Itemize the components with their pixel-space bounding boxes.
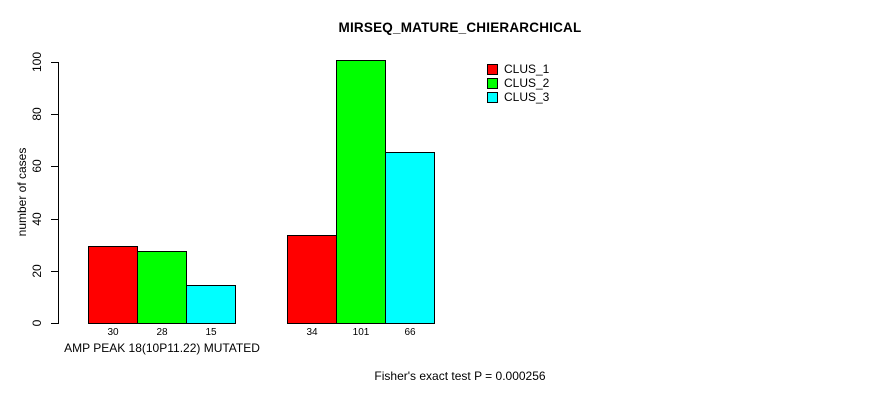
y-tick-80 (51, 114, 58, 116)
fisher-test-note: Fisher's exact test P = 0.000256 (374, 369, 546, 383)
y-tick-label-0: 0 (30, 319, 44, 327)
bar-value-label-clus_2-group1: 28 (156, 327, 168, 338)
y-tick-label-20: 20 (30, 264, 44, 278)
y-tick-100 (51, 62, 58, 63)
bar-value-label-clus_3-group2: 66 (404, 327, 416, 338)
bar-clus_2-group2 (336, 60, 386, 324)
bar-clus_3-group1 (186, 285, 236, 324)
legend-label: CLUS_3 (504, 90, 550, 104)
bar-value-label-clus_2-group2: 101 (352, 327, 370, 338)
y-axis-line (58, 62, 59, 324)
bar-clus_1-group2 (287, 235, 337, 324)
y-tick-label-100: 100 (30, 51, 44, 73)
legend-label: CLUS_2 (504, 76, 550, 90)
y-tick-0 (51, 323, 58, 324)
bar-value-label-clus_1-group1: 30 (107, 327, 119, 338)
legend-row-clus_2: CLUS_2 (487, 76, 549, 90)
legend-swatch-icon (487, 77, 498, 89)
y-tick-60 (51, 166, 58, 168)
bar-clus_2-group1 (137, 251, 187, 324)
legend-swatch-icon (487, 91, 498, 103)
bar-clus_3-group2 (385, 152, 435, 324)
legend-swatch-icon (487, 63, 498, 75)
y-axis-label: number of cases (15, 147, 29, 237)
y-tick-20 (51, 270, 58, 272)
legend-row-clus_3: CLUS_3 (487, 90, 549, 104)
y-tick-label-80: 80 (30, 107, 44, 121)
bar-value-label-clus_3-group1: 15 (205, 327, 217, 338)
x-category-label-group1: AMP PEAK 18(10P11.22) MUTATED (64, 341, 260, 355)
bar-value-label-clus_1-group2: 34 (306, 327, 318, 338)
y-tick-label-40: 40 (30, 211, 44, 226)
legend-row-clus_1: CLUS_1 (487, 62, 549, 76)
legend: CLUS_1 CLUS_2 CLUS_3 (487, 62, 549, 104)
bar-clus_1-group1 (88, 246, 138, 324)
y-tick-40 (51, 218, 58, 220)
chart-title: MIRSEQ_MATURE_CHIERARCHICAL (338, 20, 582, 35)
y-tick-label-60: 60 (30, 159, 44, 174)
legend-label: CLUS_1 (504, 62, 550, 76)
